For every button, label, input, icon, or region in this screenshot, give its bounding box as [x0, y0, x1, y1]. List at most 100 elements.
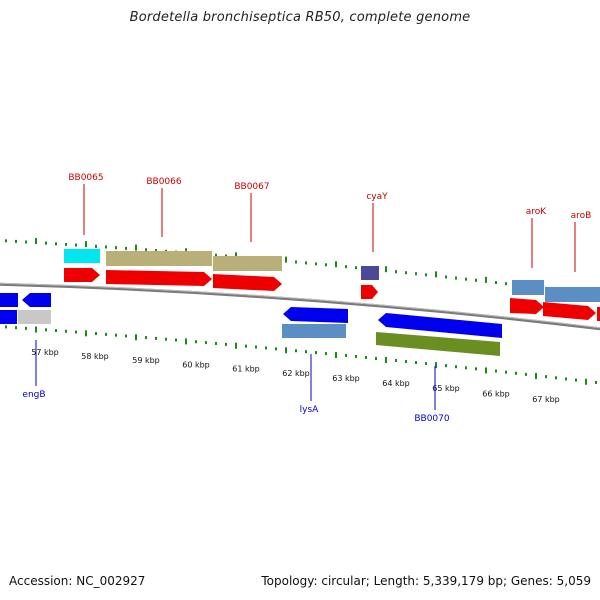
reverse-gene-label[interactable]: BB0070 [414, 414, 450, 424]
bottom-tick [495, 369, 497, 373]
top-tick [15, 239, 17, 243]
feature-cyay-gene[interactable] [361, 266, 379, 280]
feature-lysa-gene[interactable] [282, 324, 346, 338]
top-tick [335, 261, 337, 268]
bottom-tick [485, 367, 487, 374]
bottom-tick [385, 356, 387, 363]
feature-engb-gene[interactable] [18, 310, 51, 324]
bottom-tick [335, 352, 337, 359]
bottom-tick [585, 378, 587, 385]
bottom-tick [145, 336, 147, 340]
forward-gene-label[interactable]: BB0065 [68, 173, 103, 183]
top-tick [125, 246, 127, 250]
top-tick [355, 266, 357, 270]
bottom-tick [295, 349, 297, 353]
scale-label: 66 kbp [482, 390, 510, 399]
top-tick [25, 240, 27, 244]
bottom-tick [5, 325, 7, 329]
bottom-tick [195, 340, 197, 344]
bottom-tick [515, 371, 517, 375]
feature-bb0065-gene[interactable] [64, 249, 100, 263]
bottom-tick [575, 378, 577, 382]
cds-arob-arrow[interactable] [543, 302, 596, 320]
forward-gene-label[interactable]: BB0066 [146, 177, 182, 187]
bottom-tick [475, 367, 477, 371]
top-tick [295, 260, 297, 264]
cds-bb0066-arrow[interactable] [106, 270, 212, 286]
cds-bb0065-arrow[interactable] [64, 268, 100, 282]
bottom-tick [125, 334, 127, 338]
top-tick [325, 263, 327, 267]
feature-engb-left[interactable] [0, 310, 17, 324]
bottom-tick [465, 366, 467, 370]
forward-gene-label[interactable]: cyaY [366, 192, 388, 202]
bottom-tick [15, 326, 17, 330]
feature-bb0066-gene[interactable] [106, 251, 212, 266]
feature-bb0070-gene[interactable] [376, 332, 500, 356]
top-tick [385, 266, 387, 273]
top-tick [55, 242, 57, 246]
bottom-tick [155, 336, 157, 340]
gene-bb0070-arrow[interactable] [378, 313, 502, 338]
top-tick [465, 277, 467, 281]
bottom-tick [355, 354, 357, 358]
bottom-tick [135, 334, 137, 341]
top-tick [395, 270, 397, 274]
top-tick [285, 256, 287, 263]
feature-arob-gene[interactable] [545, 287, 600, 302]
bottom-tick [325, 352, 327, 356]
top-tick [215, 253, 217, 257]
top-tick [475, 278, 477, 282]
gene-engb-arrow[interactable] [22, 293, 51, 307]
cds-cyay-arrow[interactable] [361, 285, 378, 299]
top-tick [85, 241, 87, 248]
bottom-tick [415, 361, 417, 365]
gene-labels: 57 kbp 58 kbp 59 kbp 60 kbp 61 kbp 62 kbp 63 k… [22, 173, 591, 424]
top-tick [35, 238, 37, 245]
bottom-tick [165, 337, 167, 341]
top-tick [75, 243, 77, 247]
top-tick [435, 271, 437, 278]
genome-backbone [0, 282, 600, 331]
scale-label: 64 kbp [382, 379, 410, 388]
reverse-gene-label[interactable]: engB [22, 390, 45, 400]
top-tick [485, 276, 487, 283]
scale-label: 62 kbp [282, 369, 310, 378]
bottom-tick [565, 377, 567, 381]
reverse-gene-label[interactable]: lysA [300, 405, 320, 415]
bottom-tick [25, 326, 27, 330]
top-tick [315, 262, 317, 266]
bottom-tick [255, 345, 257, 349]
genome-summary-text: Topology: circular; Length: 5,339,179 bp… [261, 574, 591, 588]
map-title: Bordetella bronchiseptica RB50, complete… [129, 10, 471, 25]
top-tick [135, 244, 137, 251]
feature-arok-gene[interactable] [512, 280, 544, 295]
bottom-tick [315, 351, 317, 355]
forward-gene-label[interactable]: BB0067 [234, 182, 269, 192]
bottom-tick [175, 338, 177, 342]
cds-partial-arrow[interactable] [597, 307, 600, 321]
gene-lysa-arrow[interactable] [283, 307, 348, 323]
bottom-tick [595, 380, 597, 384]
bottom-tick [305, 350, 307, 354]
forward-gene-label[interactable]: aroB [571, 211, 592, 221]
top-tick [115, 246, 117, 250]
scale-label: 59 kbp [132, 356, 160, 365]
top-tick [505, 282, 507, 286]
scale-label: 67 kbp [532, 395, 560, 404]
bottom-tick [265, 346, 267, 350]
scale-label: 61 kbp [232, 365, 260, 374]
bottom-tick [525, 372, 527, 376]
bottom-tick [65, 329, 67, 333]
bottom-tick [205, 341, 207, 345]
cds-bb0067-arrow[interactable] [213, 274, 282, 291]
bottom-tick [455, 365, 457, 369]
gene-engb-left-arrow[interactable] [0, 293, 18, 307]
forward-gene-label[interactable]: aroK [526, 207, 548, 217]
top-tick [495, 281, 497, 285]
feature-bb0067-gene[interactable] [213, 256, 282, 271]
top-tick [95, 244, 97, 248]
top-tick [105, 245, 107, 249]
cds-arok-arrow[interactable] [510, 298, 544, 314]
bottom-tick [535, 373, 537, 380]
